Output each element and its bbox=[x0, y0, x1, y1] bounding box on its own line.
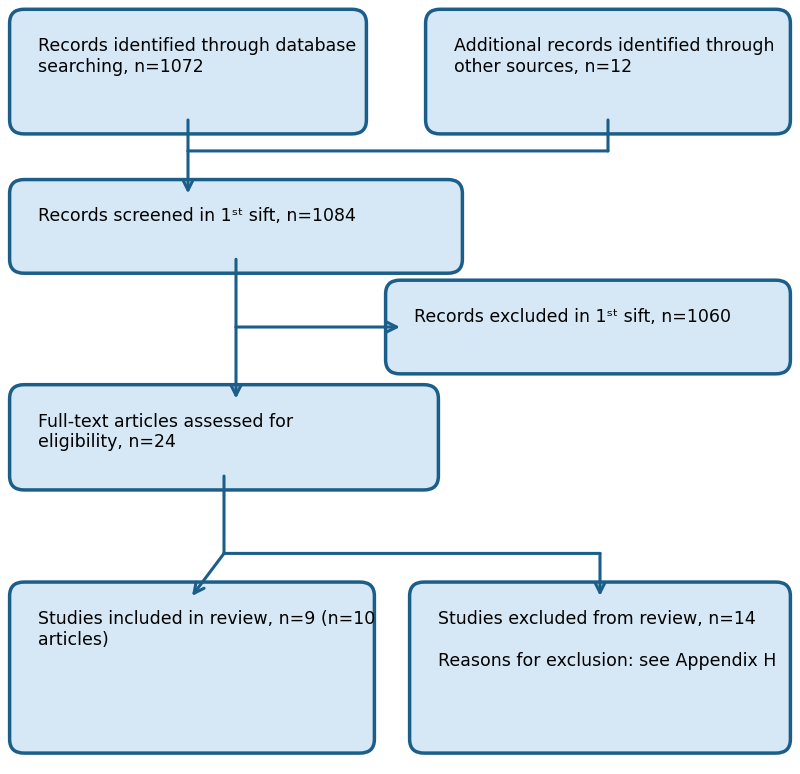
FancyBboxPatch shape bbox=[410, 582, 790, 753]
Text: Studies excluded from review, n=14

Reasons for exclusion: see Appendix H: Studies excluded from review, n=14 Reaso… bbox=[438, 610, 777, 670]
FancyBboxPatch shape bbox=[10, 385, 438, 490]
Text: Additional records identified through
other sources, n=12: Additional records identified through ot… bbox=[454, 37, 775, 76]
FancyBboxPatch shape bbox=[10, 9, 366, 134]
Text: Records excluded in 1ˢᵗ sift, n=1060: Records excluded in 1ˢᵗ sift, n=1060 bbox=[414, 308, 731, 326]
FancyBboxPatch shape bbox=[386, 280, 790, 374]
FancyBboxPatch shape bbox=[10, 582, 374, 753]
Text: Records screened in 1ˢᵗ sift, n=1084: Records screened in 1ˢᵗ sift, n=1084 bbox=[38, 207, 356, 225]
Text: Studies included in review, n=9 (n=10
articles): Studies included in review, n=9 (n=10 ar… bbox=[38, 610, 376, 649]
FancyBboxPatch shape bbox=[10, 180, 462, 273]
Text: Records identified through database
searching, n=1072: Records identified through database sear… bbox=[38, 37, 357, 76]
FancyBboxPatch shape bbox=[426, 9, 790, 134]
Text: Full-text articles assessed for
eligibility, n=24: Full-text articles assessed for eligibil… bbox=[38, 413, 294, 451]
